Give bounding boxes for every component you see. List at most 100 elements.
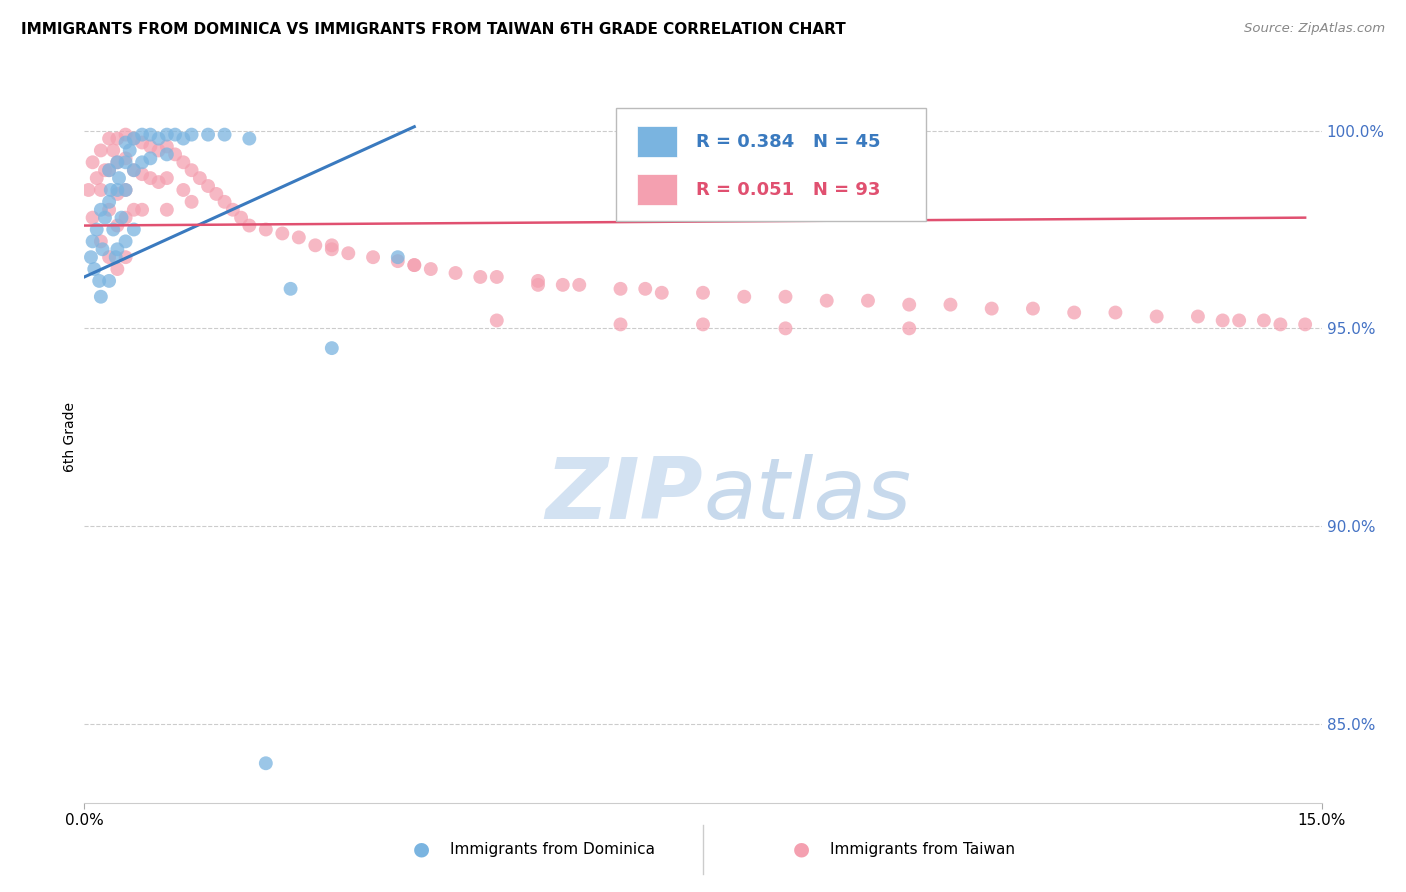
Point xyxy=(733,290,755,304)
Point xyxy=(692,285,714,300)
Point xyxy=(122,163,145,178)
Text: Source: ZipAtlas.com: Source: ZipAtlas.com xyxy=(1244,22,1385,36)
Point xyxy=(156,147,179,161)
Point xyxy=(139,152,162,166)
Point xyxy=(105,219,128,233)
Point xyxy=(90,144,112,158)
FancyBboxPatch shape xyxy=(616,108,925,221)
Point xyxy=(156,139,179,153)
Point xyxy=(114,136,136,150)
Point xyxy=(280,282,302,296)
Point xyxy=(114,183,136,197)
Point xyxy=(568,277,591,292)
Point xyxy=(444,266,467,280)
Text: ●: ● xyxy=(413,839,430,859)
Point xyxy=(90,202,112,217)
Point xyxy=(94,163,117,178)
Point xyxy=(131,167,153,181)
Point xyxy=(100,183,122,197)
Y-axis label: 6th Grade: 6th Grade xyxy=(63,402,77,472)
Point xyxy=(1146,310,1168,324)
Point xyxy=(304,238,326,252)
Point xyxy=(1227,313,1250,327)
Point xyxy=(165,147,187,161)
Point xyxy=(104,250,127,264)
Point xyxy=(1294,318,1316,332)
Point xyxy=(82,211,104,225)
Point xyxy=(156,202,179,217)
Point xyxy=(1187,310,1209,324)
Point xyxy=(321,238,343,252)
Point xyxy=(898,298,921,312)
Point xyxy=(172,183,194,197)
Point xyxy=(86,171,108,186)
Point xyxy=(1022,301,1045,316)
Point xyxy=(86,222,108,236)
Point xyxy=(89,274,111,288)
Point xyxy=(105,242,128,256)
Text: IMMIGRANTS FROM DOMINICA VS IMMIGRANTS FROM TAIWAN 6TH GRADE CORRELATION CHART: IMMIGRANTS FROM DOMINICA VS IMMIGRANTS F… xyxy=(21,22,846,37)
Point xyxy=(131,136,153,150)
Point xyxy=(98,163,121,178)
Point xyxy=(90,290,112,304)
Point xyxy=(148,175,170,189)
Point xyxy=(172,131,194,145)
Bar xyxy=(637,127,678,157)
Point xyxy=(815,293,838,308)
Point xyxy=(254,222,277,236)
Point xyxy=(105,131,128,145)
Point xyxy=(98,274,121,288)
Point xyxy=(361,250,384,264)
Point xyxy=(131,128,153,142)
Point xyxy=(98,163,121,178)
Point xyxy=(222,202,245,217)
Point xyxy=(156,171,179,186)
Point xyxy=(156,128,179,142)
Point xyxy=(122,163,145,178)
Point xyxy=(105,262,128,277)
Point xyxy=(404,258,426,272)
Point xyxy=(205,186,228,201)
Point xyxy=(404,258,426,272)
Point xyxy=(110,211,132,225)
Point xyxy=(122,131,145,145)
Point xyxy=(98,131,121,145)
Point xyxy=(254,756,277,771)
Point xyxy=(609,282,631,296)
Point xyxy=(82,235,104,249)
Point xyxy=(634,282,657,296)
Point xyxy=(1104,305,1126,319)
Point xyxy=(214,194,236,209)
Point xyxy=(485,269,508,284)
Point xyxy=(238,219,260,233)
Point xyxy=(98,194,121,209)
Point xyxy=(387,250,409,264)
Point xyxy=(1063,305,1085,319)
Point xyxy=(651,285,673,300)
Point xyxy=(229,211,252,225)
Point xyxy=(105,155,128,169)
Point xyxy=(77,183,100,197)
Point xyxy=(387,254,409,268)
Point xyxy=(139,128,162,142)
Point xyxy=(131,202,153,217)
Point xyxy=(551,277,574,292)
Point xyxy=(980,301,1002,316)
Point xyxy=(131,155,153,169)
Point xyxy=(856,293,879,308)
Point xyxy=(139,139,162,153)
Point xyxy=(82,155,104,169)
Point xyxy=(692,318,714,332)
Point xyxy=(114,155,136,169)
Point xyxy=(83,262,105,277)
Point xyxy=(197,179,219,194)
Text: ZIP: ZIP xyxy=(546,454,703,537)
Point xyxy=(90,235,112,249)
Point xyxy=(91,242,114,256)
Point xyxy=(114,250,136,264)
Point xyxy=(1212,313,1234,327)
Point xyxy=(609,318,631,332)
Point xyxy=(775,321,797,335)
Point xyxy=(527,274,550,288)
Point xyxy=(527,277,550,292)
